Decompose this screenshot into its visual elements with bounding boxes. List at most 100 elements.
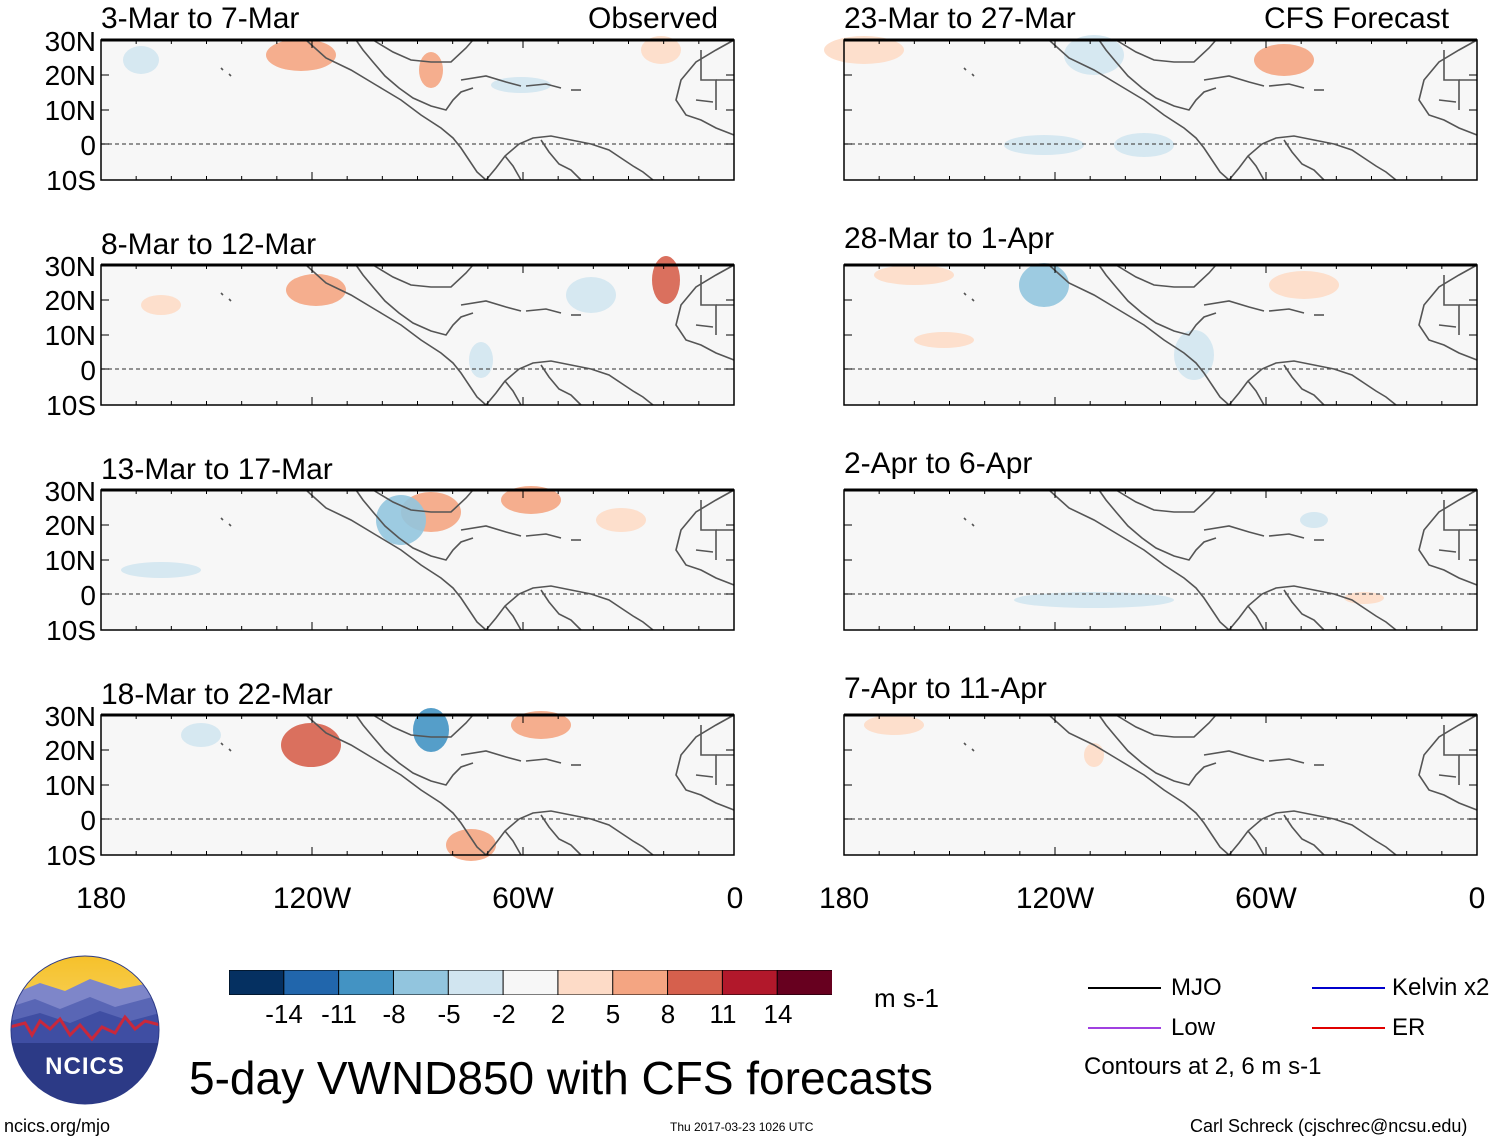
colorbar-swatch [338,969,395,996]
anomaly-shading [141,295,181,315]
anomaly-shading [566,277,616,313]
colorbar-swatch [502,969,559,996]
anomaly-shading [181,723,221,747]
y-tick-label: 0 [80,355,96,386]
logo-text: NCICS [45,1053,125,1080]
colorbar-swatch [228,969,285,996]
colorbar-label: -8 [382,999,406,1029]
y-tick-label: 20N [44,285,96,316]
panel-title: 13-Mar to 17-Mar [101,453,333,486]
anomaly-shading [1300,512,1328,528]
colorbar-label: -2 [492,999,516,1029]
y-tick-label: 20N [44,510,96,541]
map-panel-frame [824,35,1478,181]
main-title: 5-day VWND850 with CFS forecasts [189,1052,933,1104]
colorbar-swatch [392,969,450,996]
colorbar-swatch [447,969,505,996]
y-tick-label: 20N [44,60,96,91]
map-panels [100,35,1478,861]
map-panel-frame [100,708,735,861]
anomaly-shading [1114,133,1174,157]
legend-label-low: Low [1171,1014,1216,1041]
legend-line-kelvin [1312,987,1385,989]
y-tick-label: 10N [44,320,96,351]
map-background [844,715,1477,855]
colorbar-label: -5 [437,999,461,1029]
x-tick-label: 60W [492,882,554,915]
panel-title: 8-Mar to 12-Mar [101,228,317,261]
y-tick-label: 10S [46,390,96,421]
anomaly-shading [596,508,646,532]
anomaly-shading [652,256,680,304]
anomaly-shading [1174,330,1214,380]
map-panel-frame [100,486,735,631]
x-tick-label: 0 [726,882,744,915]
colorbar-swatch [721,969,779,996]
panel-title: 23-Mar to 27-Mar [844,2,1076,35]
colorbar-swatch [667,969,724,996]
anomaly-shading [469,342,493,378]
map-panel-frame [843,263,1478,406]
colorbar-label: 5 [605,999,621,1029]
x-tick-label: 120W [1015,882,1095,915]
footer-credit: Carl Schreck (cjschrec@ncsu.edu) [1190,1116,1468,1136]
anomaly-shading [121,562,201,578]
anomaly-shading [511,711,571,739]
anomaly-shading [1004,135,1084,155]
panel-tag: Observed [588,2,719,35]
legend-line-er [1312,1027,1385,1029]
anomaly-shading [1019,263,1069,307]
panel-title: 7-Apr to 11-Apr [844,672,1047,705]
anomaly-shading [1014,592,1174,608]
anomaly-shading [413,708,449,752]
anomaly-shading [266,39,336,71]
anomaly-shading [914,332,974,348]
panel-title: 18-Mar to 22-Mar [101,678,333,711]
map-background [101,40,734,180]
x-tick-label: 180 [818,882,870,915]
x-tick-label: 60W [1235,882,1297,915]
panel-title: 2-Apr to 6-Apr [844,447,1033,480]
legend-label-kelvin: Kelvin x2 [1392,974,1490,1001]
colorbar-swatch [283,969,340,996]
anomaly-shading [376,495,426,545]
anomaly-shading [501,486,561,514]
anomaly-shading [864,715,924,735]
y-tick-label: 10S [46,840,96,871]
footer-website: ncics.org/mjo [4,1116,111,1136]
logo-graphic [10,955,160,1105]
legend-label-er: ER [1392,1014,1426,1041]
y-tick-label: 10N [44,95,96,126]
y-tick-label: 0 [80,805,96,836]
colorbar-label: -11 [321,999,357,1029]
anomaly-shading [281,723,341,767]
colorbar-units: m s-1 [874,983,939,1013]
colorbar-label: 8 [660,999,676,1029]
legend-label-mjo: MJO [1171,974,1222,1001]
y-tick-label: 10N [44,770,96,801]
panel-title: 28-Mar to 1-Apr [844,222,1055,255]
map-panel-frame [100,36,735,181]
colorbar-label: -14 [265,999,303,1029]
ncics-logo: NCICS [10,955,160,1105]
y-tick-label: 30N [44,26,96,57]
anomaly-shading [874,265,954,285]
colorbar [228,969,833,996]
anomaly-shading [419,52,443,88]
map-panel-frame [843,488,1478,631]
anomaly-shading [1084,743,1104,767]
panel-tag: CFS Forecast [1264,2,1450,35]
anomaly-shading [641,36,681,64]
anomaly-shading [123,46,159,74]
x-tick-label: 0 [1468,882,1486,915]
colorbar-swatch [557,969,614,996]
map-panel-frame [100,256,735,406]
colorbar-label: 14 [763,999,793,1029]
y-tick-label: 10N [44,545,96,576]
map-background [844,40,1477,180]
map-background [101,265,734,405]
anomaly-shading [1064,35,1124,75]
y-tick-label: 30N [44,701,96,732]
footer-timestamp: Thu 2017-03-23 1026 UTC [670,1120,814,1134]
anomaly-shading [1269,271,1339,299]
